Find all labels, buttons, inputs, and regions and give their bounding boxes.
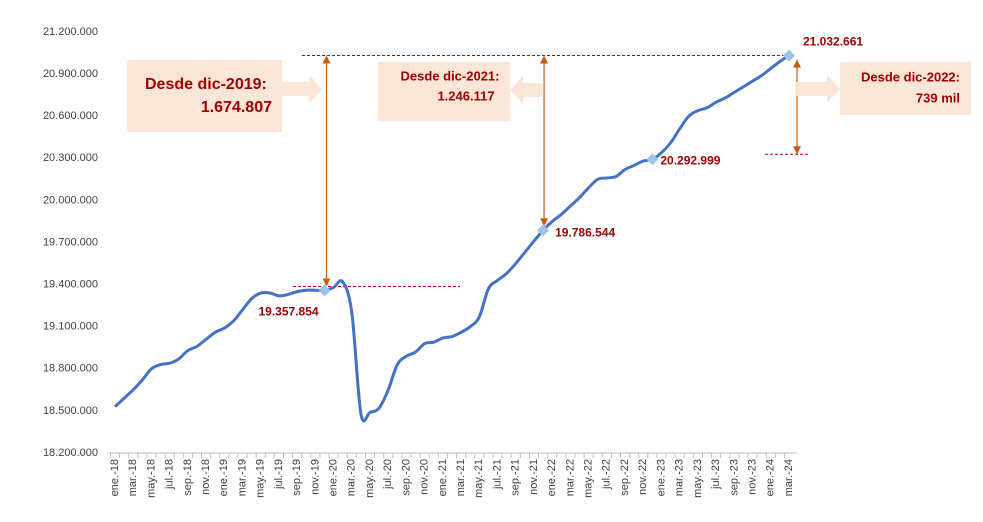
x-tick-label: may.-21: [473, 459, 485, 498]
data-marker: [646, 153, 659, 166]
x-tick-label: nov.-22: [637, 459, 649, 495]
x-tick-label: may.-18: [145, 459, 157, 498]
x-tick-label: ene.-22: [546, 459, 558, 496]
x-tick-label: mar.-18: [127, 459, 139, 496]
x-tick-label: jul.-19: [273, 459, 285, 490]
data-label: 19.786.544: [555, 226, 615, 240]
x-tick-label: sep.-19: [291, 459, 303, 496]
data-marker: [318, 284, 331, 297]
x-tick-label: mar.-19: [236, 459, 248, 496]
x-tick-label: jul.-22: [601, 459, 613, 490]
y-tick-label: 18.800.000: [43, 363, 98, 375]
x-tick-label: may.-23: [692, 459, 704, 498]
x-tick-label: sep.-18: [182, 459, 194, 496]
arrow-head: [793, 59, 801, 68]
data-label: 21.032.661: [803, 35, 863, 49]
arrow-head: [540, 218, 549, 227]
x-tick-label: jul.-21: [491, 459, 503, 490]
arrow-head: [793, 146, 801, 155]
annotation-layer: Desde dic-2019: 1.674.807 Desde dic-2021: 1…: [127, 54, 971, 288]
annotation-box: [378, 62, 510, 121]
x-tick-label: mar.-20: [346, 459, 358, 496]
y-tick-label: 19.400.000: [43, 279, 98, 291]
annotation-text: 1.674.807: [201, 99, 272, 116]
arrow-head: [322, 278, 331, 287]
annotation-box: [840, 62, 971, 115]
data-label: 20.292.999: [660, 153, 720, 167]
annotation-text: Desde dic-2022:: [861, 69, 960, 84]
arrow-head: [322, 55, 331, 64]
annotation-arrow: [795, 75, 840, 103]
data-marker: [537, 224, 550, 237]
y-tick-label: 20.300.000: [43, 152, 98, 164]
annotation-text: Desde dic-2021:: [401, 68, 500, 83]
x-tick-label: nov.-18: [200, 459, 212, 495]
x-tick-label: sep.-20: [400, 459, 412, 496]
annotation-arrow: [510, 76, 542, 104]
y-tick-label: 20.000.000: [43, 194, 98, 206]
x-tick-label: nov.-20: [419, 459, 431, 495]
y-tick-label: 20.600.000: [43, 110, 98, 122]
x-tick-label: jul.-23: [710, 459, 722, 490]
annotation-box: [127, 60, 282, 132]
data-label: 19.357.854: [258, 305, 318, 319]
annotation-text: Desde dic-2019:: [145, 76, 267, 93]
y-tick-label: 21.200.000: [43, 26, 98, 38]
x-tick-label: ene.-20: [328, 459, 340, 496]
x-tick-label: may.-20: [364, 459, 376, 498]
arrow-head: [540, 55, 549, 64]
data-marker: [783, 49, 795, 62]
x-tick-label: ene.-21: [437, 459, 449, 496]
y-tick-label: 20.900.000: [43, 68, 98, 80]
x-tick-label: sep.-21: [510, 459, 522, 496]
x-tick-label: jul.-20: [382, 459, 394, 490]
annotation-text: 739 mil: [916, 90, 960, 105]
x-tick-label: nov.-23: [746, 459, 758, 495]
x-tick-label: sep.-23: [728, 459, 740, 496]
y-tick-label: 18.200.000: [43, 447, 98, 459]
x-tick-label: ene.-24: [765, 459, 777, 496]
x-tick-label: may.-22: [583, 459, 595, 498]
x-tick-label: ene.-19: [218, 459, 230, 496]
x-tick-label: mar.-22: [564, 459, 576, 496]
x-tick-label: ene.-23: [655, 459, 667, 496]
annotation-text: 1.246.117: [437, 88, 494, 103]
y-tick-label: 19.700.000: [43, 236, 98, 248]
x-tick-label: sep.-22: [619, 459, 631, 496]
x-tick-label: nov.-19: [309, 459, 321, 495]
y-tick-label: 18.500.000: [43, 405, 98, 417]
x-tick-label: ene.-18: [109, 459, 121, 496]
y-tick-label: 19.100.000: [43, 321, 98, 333]
series-line: [113, 54, 790, 423]
x-tick-label: jul.-18: [164, 459, 176, 490]
x-tick-label: may.-19: [255, 459, 267, 498]
x-tick-label: mar.-21: [455, 459, 467, 496]
x-tick-label: nov.-21: [528, 459, 540, 495]
x-tick-label: mar.-24: [783, 459, 795, 496]
annotation-arrow: [282, 75, 322, 103]
x-tick-label: mar.-23: [674, 459, 686, 496]
